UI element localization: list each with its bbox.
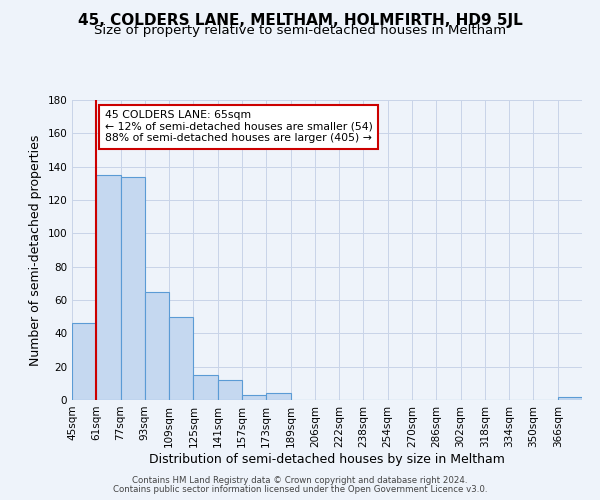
Text: Contains public sector information licensed under the Open Government Licence v3: Contains public sector information licen… [113,485,487,494]
Bar [121,176,145,400]
Bar [193,375,218,400]
Bar [266,394,290,400]
Text: 45 COLDERS LANE: 65sqm
← 12% of semi-detached houses are smaller (54)
88% of sem: 45 COLDERS LANE: 65sqm ← 12% of semi-det… [105,110,373,143]
Y-axis label: Number of semi-detached properties: Number of semi-detached properties [29,134,42,366]
Bar [558,396,582,400]
Text: Contains HM Land Registry data © Crown copyright and database right 2024.: Contains HM Land Registry data © Crown c… [132,476,468,485]
X-axis label: Distribution of semi-detached houses by size in Meltham: Distribution of semi-detached houses by … [149,452,505,466]
Bar [72,324,96,400]
Bar [169,316,193,400]
Text: Size of property relative to semi-detached houses in Meltham: Size of property relative to semi-detach… [94,24,506,37]
Bar [96,175,121,400]
Bar [242,395,266,400]
Bar [218,380,242,400]
Text: 45, COLDERS LANE, MELTHAM, HOLMFIRTH, HD9 5JL: 45, COLDERS LANE, MELTHAM, HOLMFIRTH, HD… [77,12,523,28]
Bar [145,292,169,400]
